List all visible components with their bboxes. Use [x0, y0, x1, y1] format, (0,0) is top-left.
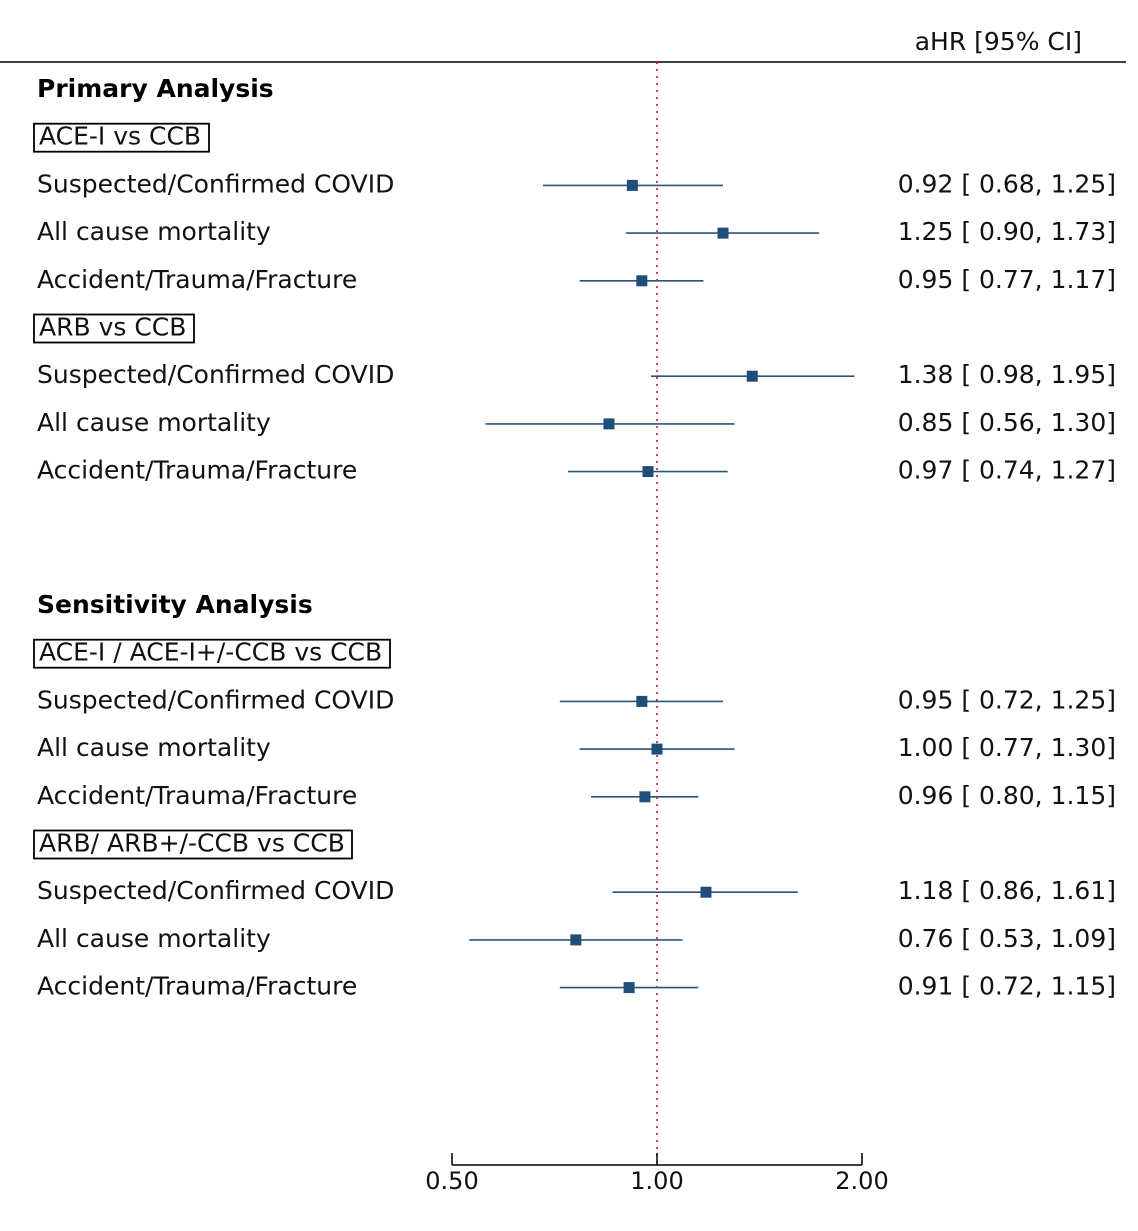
- row-label: All cause mortality: [37, 733, 271, 762]
- group-label: ACE-I / ACE-I+/-CCB vs CCB: [39, 638, 382, 667]
- group-label-box: [33, 638, 391, 669]
- row-label: All cause mortality: [37, 924, 271, 953]
- estimate-text: 1.38 [ 0.98, 1.95]: [898, 360, 1116, 389]
- point-estimate: [717, 227, 729, 239]
- row-label: Accident/Trauma/Fracture: [37, 972, 357, 1001]
- point-estimate: [626, 179, 638, 191]
- x-tick-label: 2.00: [835, 1167, 888, 1195]
- section-title: Primary Analysis: [37, 74, 274, 103]
- estimate-text: 0.96 [ 0.80, 1.15]: [898, 781, 1116, 810]
- x-tick-label: 1.00: [630, 1167, 683, 1195]
- point-estimate: [636, 695, 648, 707]
- point-estimate: [623, 982, 635, 994]
- point-estimate: [603, 418, 615, 430]
- row-label: Accident/Trauma/Fracture: [37, 781, 357, 810]
- estimate-text: 1.25 [ 0.90, 1.73]: [898, 217, 1116, 246]
- row-label: Suspected/Confirmed COVID: [37, 876, 394, 905]
- estimate-text: 0.85 [ 0.56, 1.30]: [898, 408, 1116, 437]
- section-title: Sensitivity Analysis: [37, 590, 313, 619]
- estimate-text: 0.91 [ 0.72, 1.15]: [898, 972, 1116, 1001]
- estimate-text: 0.92 [ 0.68, 1.25]: [898, 169, 1116, 198]
- group-label-box: [33, 122, 210, 153]
- estimate-text: 0.76 [ 0.53, 1.09]: [898, 924, 1116, 953]
- column-header: aHR [95% CI]: [915, 27, 1082, 56]
- row-label: Accident/Trauma/Fracture: [37, 456, 357, 485]
- group-label: ARB vs CCB: [39, 313, 186, 342]
- point-estimate: [636, 275, 648, 287]
- rows-layer: Primary Analysis ACE-I vs CCB Suspected/Co…: [33, 74, 1116, 1001]
- group-label: ARB/ ARB+/-CCB vs CCB: [39, 829, 345, 858]
- x-tick-label: 0.50: [425, 1167, 478, 1195]
- point-estimate: [746, 370, 758, 382]
- row-label: All cause mortality: [37, 408, 271, 437]
- x-axis: 0.50 1.00 2.00: [425, 1153, 889, 1195]
- estimate-text: 1.00 [ 0.77, 1.30]: [898, 733, 1116, 762]
- row-label: Suspected/Confirmed COVID: [37, 685, 394, 714]
- estimate-text: 0.95 [ 0.77, 1.17]: [898, 265, 1116, 294]
- group-label: ACE-I vs CCB: [39, 122, 201, 151]
- estimate-text: 0.95 [ 0.72, 1.25]: [898, 685, 1116, 714]
- point-estimate: [642, 466, 654, 478]
- estimate-text: 0.97 [ 0.74, 1.27]: [898, 456, 1116, 485]
- row-label: All cause mortality: [37, 217, 271, 246]
- row-label: Suspected/Confirmed COVID: [37, 169, 394, 198]
- row-label: Accident/Trauma/Fracture: [37, 265, 357, 294]
- estimate-text: 1.18 [ 0.86, 1.61]: [898, 876, 1116, 905]
- group-label-box: [33, 313, 195, 344]
- point-estimate: [700, 886, 712, 898]
- point-estimate: [651, 743, 663, 755]
- point-estimate: [639, 791, 651, 803]
- point-estimate: [570, 934, 582, 946]
- group-label-box: [33, 829, 353, 860]
- row-label: Suspected/Confirmed COVID: [37, 360, 394, 389]
